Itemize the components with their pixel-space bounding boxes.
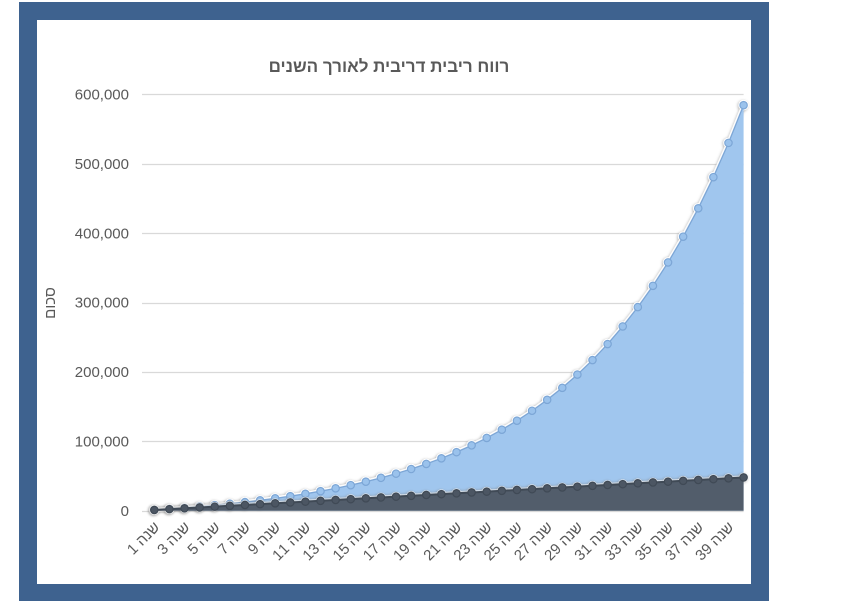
svg-text:0: 0: [121, 503, 129, 520]
svg-text:300,000: 300,000: [75, 295, 129, 312]
svg-text:200,000: 200,000: [75, 364, 129, 381]
svg-text:400,000: 400,000: [75, 225, 129, 242]
svg-text:500,000: 500,000: [75, 156, 129, 173]
svg-text:600,000: 600,000: [75, 86, 129, 103]
svg-text:סכום: סכום: [42, 287, 59, 319]
svg-text:100,000: 100,000: [75, 434, 129, 451]
svg-text:רווח ריבית דריבית לאורך השנים: רווח ריבית דריבית לאורך השנים: [269, 57, 510, 76]
